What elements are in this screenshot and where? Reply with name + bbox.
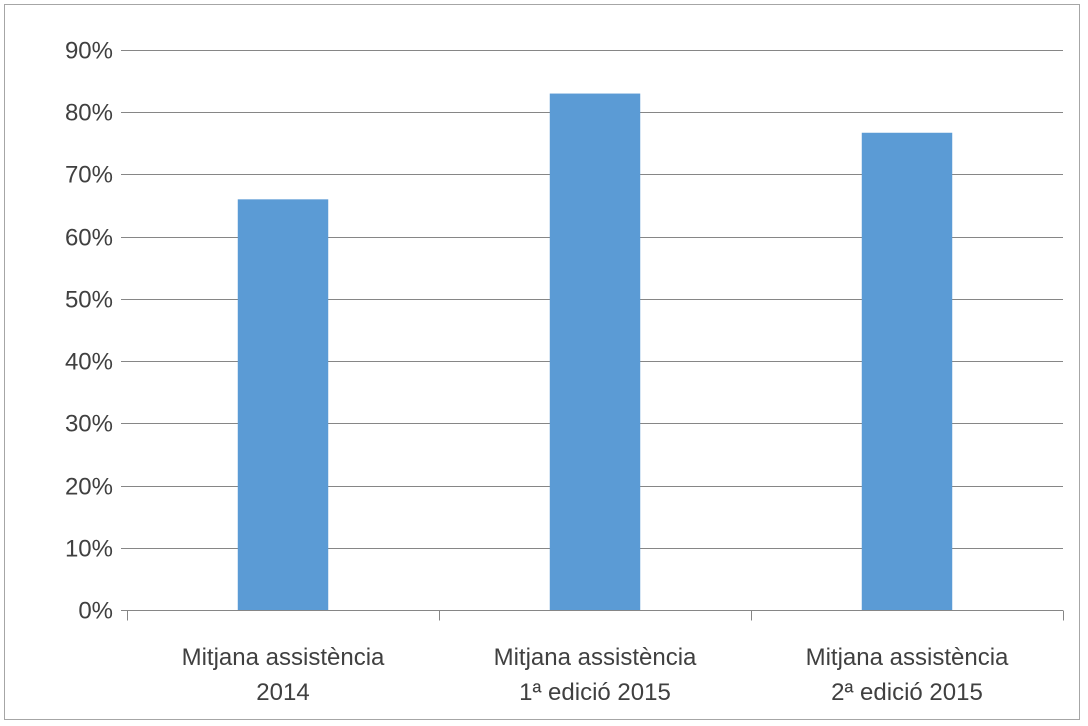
x-category-label: 2014 (256, 679, 309, 706)
y-axis-tick-labels: 0% 10% 20% 30% 40% 50% 60% 70% 80% 90% (65, 38, 113, 625)
x-category-label: Mitjana assistència (806, 644, 1009, 671)
bar (549, 93, 641, 611)
y-tick-label: 60% (65, 225, 113, 252)
chart-area: 0% 10% 20% 30% 40% 50% 60% 70% 80% 90% Mitjana as… (4, 4, 1080, 720)
x-axis-category-labels: Mitjana assistència 2014 Mitjana assistènc… (182, 644, 1009, 706)
bar (237, 199, 329, 611)
x-category-label: 1ª edició 2015 (519, 679, 671, 706)
y-tick-label: 40% (65, 349, 113, 376)
y-tick-label: 30% (65, 411, 113, 438)
x-category-label: Mitjana assistència (494, 644, 697, 671)
y-tick-label: 80% (65, 100, 113, 127)
y-tick-label: 0% (78, 598, 113, 625)
y-tick-label: 70% (65, 162, 113, 189)
x-axis (121, 50, 1064, 621)
x-category-label: Mitjana assistència (182, 644, 385, 671)
x-category-label: 2ª edició 2015 (831, 679, 983, 706)
bar-chart: 0% 10% 20% 30% 40% 50% 60% 70% 80% 90% Mitjana as… (65, 38, 1064, 706)
y-tick-label: 90% (65, 38, 113, 65)
y-tick-label: 20% (65, 474, 113, 501)
y-tick-label: 50% (65, 287, 113, 314)
bar (861, 132, 953, 610)
bars (237, 93, 953, 611)
y-tick-label: 10% (65, 536, 113, 563)
